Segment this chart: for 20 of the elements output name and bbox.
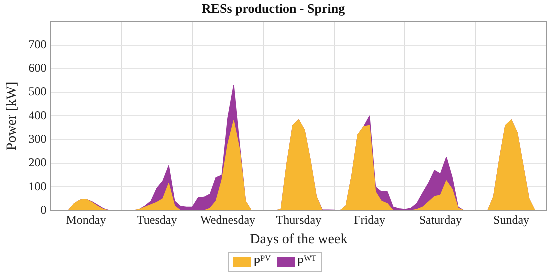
legend-label: P$^{PV}$	[253, 254, 271, 270]
y-tick-label: 100	[28, 179, 47, 194]
x-tick-label: Monday	[66, 213, 106, 228]
x-tick-label: Thursday	[276, 213, 322, 228]
x-axis-title: Days of the week	[250, 232, 348, 248]
x-tick-label: Friday	[354, 213, 386, 228]
y-tick-label: 200	[28, 156, 47, 170]
chart-title: RESs production - Spring	[202, 1, 346, 16]
x-tick-label: Saturday	[419, 213, 462, 228]
legend-label: P$^{WT}$	[296, 254, 317, 270]
y-tick-label: 600	[28, 61, 47, 76]
x-tick-label: Wednesday	[200, 213, 256, 228]
x-tick-label: Tuesday	[137, 213, 178, 228]
y-tick-label: 300	[28, 132, 47, 146]
y-tick-label: 500	[28, 84, 47, 99]
y-axis-title: Power [kW]	[5, 82, 20, 151]
y-tick-label: 400	[28, 108, 47, 122]
y-tick-label: 700	[28, 37, 47, 52]
x-tick-label: Sunday	[494, 213, 530, 228]
y-tick-label: 0	[40, 202, 47, 217]
